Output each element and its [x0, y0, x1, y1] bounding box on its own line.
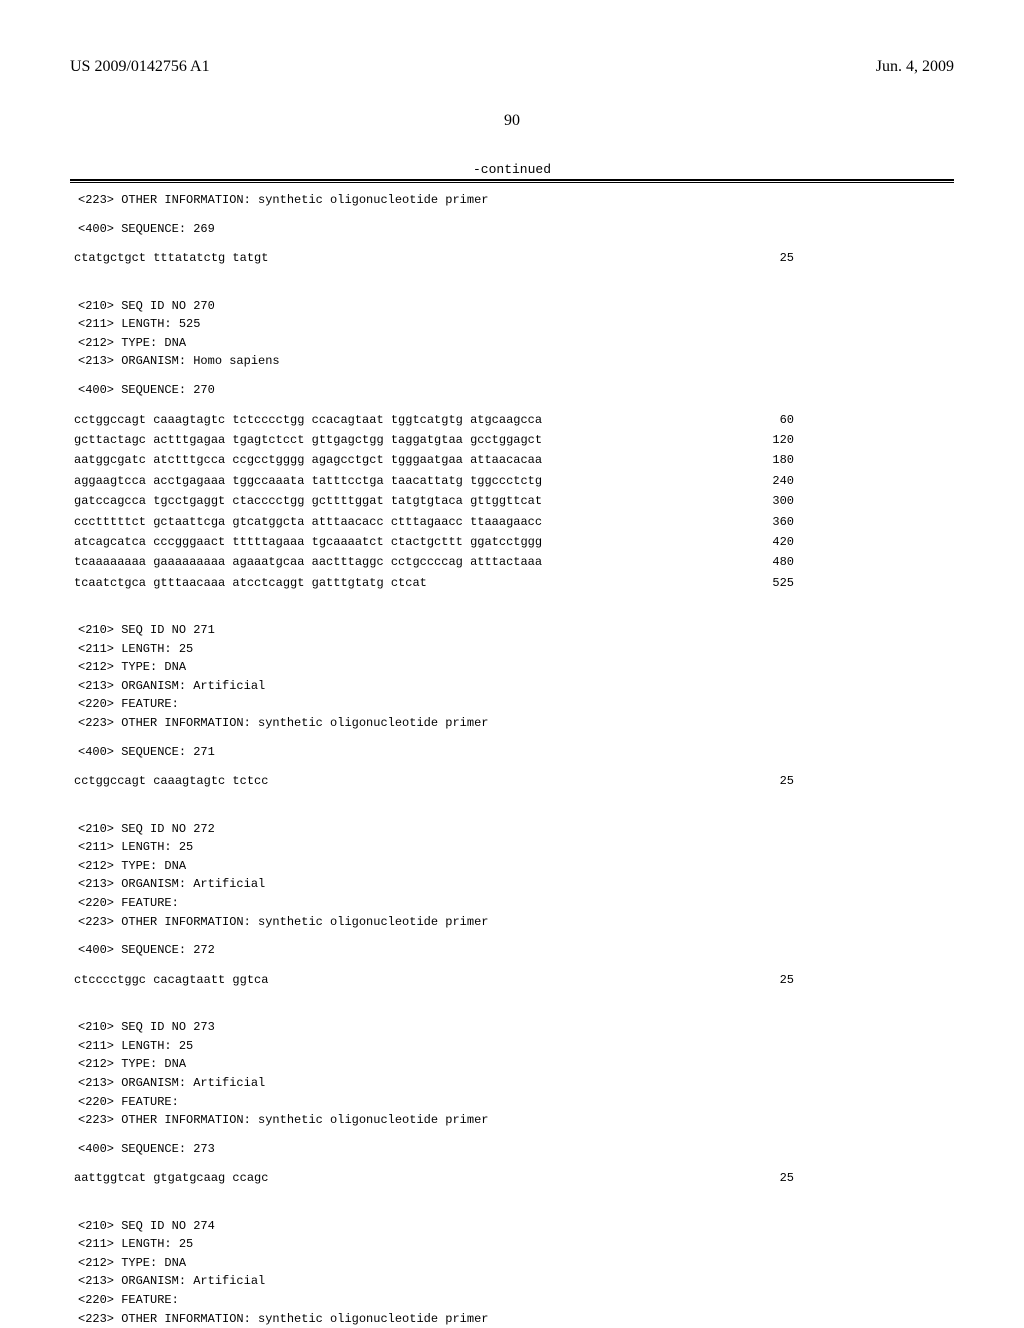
- sequence-line: tcaatctgca gtttaacaaa atcctcaggt gatttgt…: [74, 573, 954, 593]
- meta-line: <210> SEQ ID NO 272: [78, 820, 954, 839]
- meta-line: <213> ORGANISM: Artificial: [78, 1074, 954, 1093]
- seq-entry: <210> SEQ ID NO 273 <211> LENGTH: 25 <21…: [74, 1018, 954, 1189]
- meta-line: <212> TYPE: DNA: [78, 658, 954, 677]
- sequence-line: aatggcgatc atctttgcca ccgcctgggg agagcct…: [74, 450, 954, 470]
- meta-line: <210> SEQ ID NO 271: [78, 621, 954, 640]
- meta-line: <212> TYPE: DNA: [78, 857, 954, 876]
- seq-entry: <223> OTHER INFORMATION: synthetic oligo…: [74, 191, 954, 269]
- meta-line: <211> LENGTH: 25: [78, 1235, 954, 1254]
- sequence-line: gcttactagc actttgagaa tgagtctcct gttgagc…: [74, 430, 954, 450]
- page-number: 90: [70, 112, 954, 130]
- meta-line: <213> ORGANISM: Artificial: [78, 875, 954, 894]
- meta-line: <211> LENGTH: 25: [78, 838, 954, 857]
- seq-entry: <210> SEQ ID NO 270 <211> LENGTH: 525 <2…: [74, 297, 954, 593]
- meta-line: <223> OTHER INFORMATION: synthetic oligo…: [78, 913, 954, 932]
- page: US 2009/0142756 A1 Jun. 4, 2009 90 -cont…: [0, 0, 1024, 1320]
- page-header: US 2009/0142756 A1 Jun. 4, 2009: [70, 58, 954, 76]
- sequence-pos: 25: [750, 248, 794, 268]
- sequence-label: <400> SEQUENCE: 272: [78, 941, 954, 960]
- sequence-text: ctatgctgct tttatatctg tatgt: [74, 248, 268, 268]
- meta-line: <220> FEATURE:: [78, 1093, 954, 1112]
- rule-top-thin: [70, 182, 954, 183]
- sequence-label: <400> SEQUENCE: 273: [78, 1140, 954, 1159]
- publication-number: US 2009/0142756 A1: [70, 58, 210, 76]
- seq-entry: <210> SEQ ID NO 274 <211> LENGTH: 25 <21…: [74, 1217, 954, 1328]
- meta-line: <210> SEQ ID NO 273: [78, 1018, 954, 1037]
- sequence-label: <400> SEQUENCE: 270: [78, 381, 954, 400]
- meta-line: <220> FEATURE:: [78, 1291, 954, 1310]
- sequence-line: ccctttttct gctaattcga gtcatggcta atttaac…: [74, 512, 954, 532]
- publication-date: Jun. 4, 2009: [876, 58, 954, 76]
- sequence-line: ctatgctgct tttatatctg tatgt 25: [74, 248, 954, 268]
- meta-line: <223> OTHER INFORMATION: synthetic oligo…: [78, 1310, 954, 1328]
- seq-entry: <210> SEQ ID NO 271 <211> LENGTH: 25 <21…: [74, 621, 954, 792]
- meta-line: <212> TYPE: DNA: [78, 1055, 954, 1074]
- sequence-label: <400> SEQUENCE: 271: [78, 743, 954, 762]
- sequence-line: cctggccagt caaagtagtc tctcc25: [74, 771, 954, 791]
- sequence-line: cctggccagt caaagtagtc tctcccctgg ccacagt…: [74, 410, 954, 430]
- continued-label: -continued: [70, 162, 954, 177]
- seq-entry: <210> SEQ ID NO 272 <211> LENGTH: 25 <21…: [74, 820, 954, 991]
- meta-line: <223> OTHER INFORMATION: synthetic oligo…: [78, 1111, 954, 1130]
- meta-line: <213> ORGANISM: Artificial: [78, 1272, 954, 1291]
- meta-line: <211> LENGTH: 525: [78, 315, 954, 334]
- meta-line: <220> FEATURE:: [78, 894, 954, 913]
- sequence-line: atcagcatca cccgggaact tttttagaaa tgcaaaa…: [74, 532, 954, 552]
- sequence-line: aattggtcat gtgatgcaag ccagc25: [74, 1168, 954, 1188]
- sequence-line: gatccagcca tgcctgaggt ctacccctgg gcttttg…: [74, 491, 954, 511]
- meta-line: <212> TYPE: DNA: [78, 334, 954, 353]
- sequence-label: <400> SEQUENCE: 269: [78, 220, 954, 239]
- meta-line: <211> LENGTH: 25: [78, 1037, 954, 1056]
- meta-line: <223> OTHER INFORMATION: synthetic oligo…: [78, 714, 954, 733]
- meta-line: <213> ORGANISM: Artificial: [78, 677, 954, 696]
- meta-line: <220> FEATURE:: [78, 695, 954, 714]
- sequence-line: ctcccctggc cacagtaatt ggtca25: [74, 970, 954, 990]
- meta-line: <211> LENGTH: 25: [78, 640, 954, 659]
- meta-line: <223> OTHER INFORMATION: synthetic oligo…: [78, 191, 954, 210]
- rule-top-thick: [70, 179, 954, 181]
- meta-line: <212> TYPE: DNA: [78, 1254, 954, 1273]
- sequence-line: tcaaaaaaaa gaaaaaaaaa agaaatgcaa aacttta…: [74, 552, 954, 572]
- meta-line: <210> SEQ ID NO 270: [78, 297, 954, 316]
- meta-line: <213> ORGANISM: Homo sapiens: [78, 352, 954, 371]
- meta-line: <210> SEQ ID NO 274: [78, 1217, 954, 1236]
- sequence-line: aggaagtcca acctgagaaa tggccaaata tatttcc…: [74, 471, 954, 491]
